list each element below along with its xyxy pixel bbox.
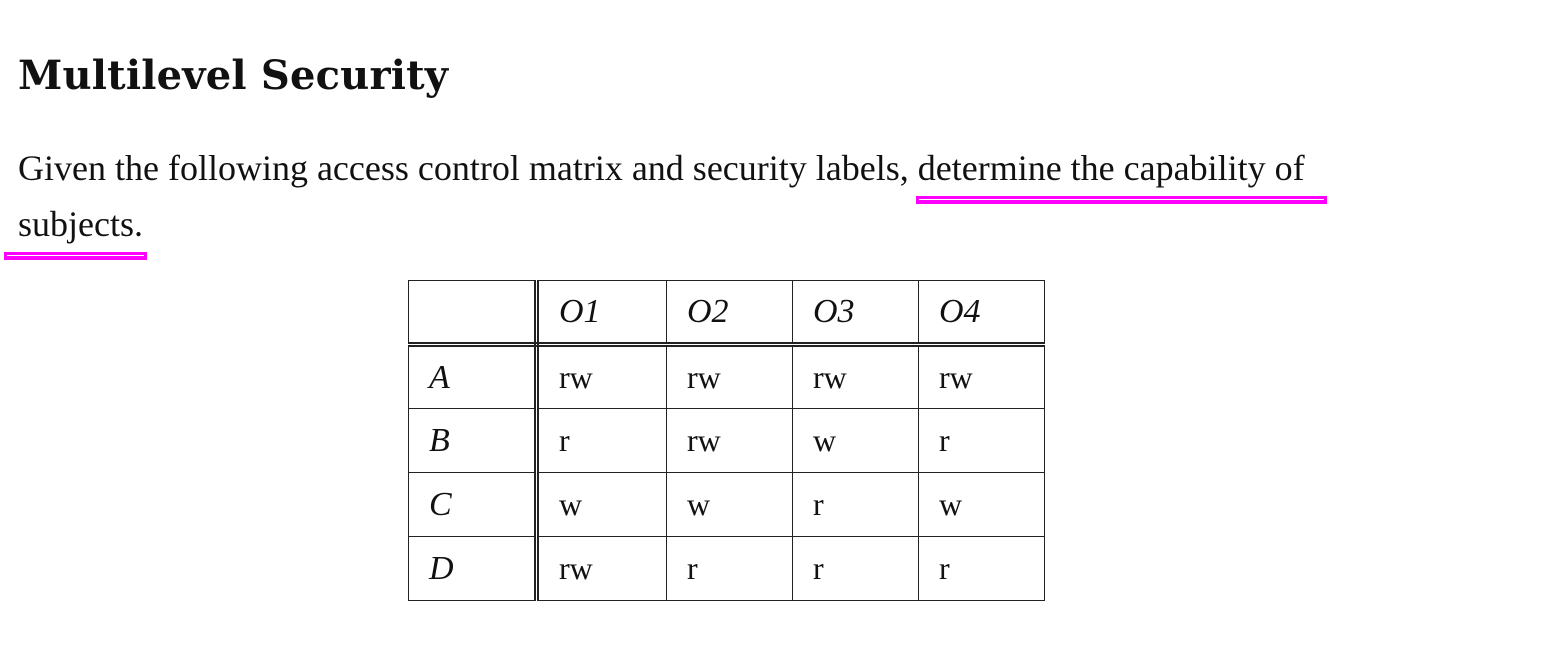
permission-cell: rw [536,344,667,409]
permission-cell: rw [792,344,919,409]
permission-cell: r [918,408,1045,473]
permission-cell: r [536,408,667,473]
matrix-row-d: D rw r r r [408,536,1045,601]
permission-cell: rw [666,408,793,473]
permission-cell: rw [666,344,793,409]
permission-cell: w [792,408,919,473]
permission-cell: r [792,536,919,601]
statement-text: Given the following access control matri… [18,148,918,188]
permission-cell: r [666,536,793,601]
subject-label: C [408,472,539,537]
permission-cell: w [918,472,1045,537]
permission-cell: r [918,536,1045,601]
access-control-matrix: O1 O2 O3 O4 A rw rw rw rw B r rw w r C w… [408,280,1045,601]
subject-label: B [408,408,539,473]
highlighted-phrase-continued: subjects. [4,196,147,260]
section-title: Multilevel Security [18,52,449,99]
permission-cell: rw [536,536,667,601]
statement-line-2: subjects. [4,196,1508,260]
permission-cell: w [666,472,793,537]
matrix-row-b: B r rw w r [408,408,1045,473]
statement-line-1: Given the following access control matri… [18,140,1508,204]
matrix-row-c: C w w r w [408,472,1045,537]
permission-cell: r [792,472,919,537]
object-header-o1: O1 [536,280,667,347]
highlighted-phrase: determine the capability of [915,140,1327,204]
matrix-header-row: O1 O2 O3 O4 [408,280,1045,347]
permission-cell: rw [918,344,1045,409]
matrix-corner-cell [408,280,539,347]
object-header-o2: O2 [666,280,793,347]
object-header-o3: O3 [792,280,919,347]
permission-cell: w [536,472,667,537]
subject-label: A [408,344,539,409]
matrix-row-a: A rw rw rw rw [408,344,1045,409]
subject-label: D [408,536,539,601]
problem-statement: Given the following access control matri… [4,140,1508,260]
object-header-o4: O4 [918,280,1045,347]
